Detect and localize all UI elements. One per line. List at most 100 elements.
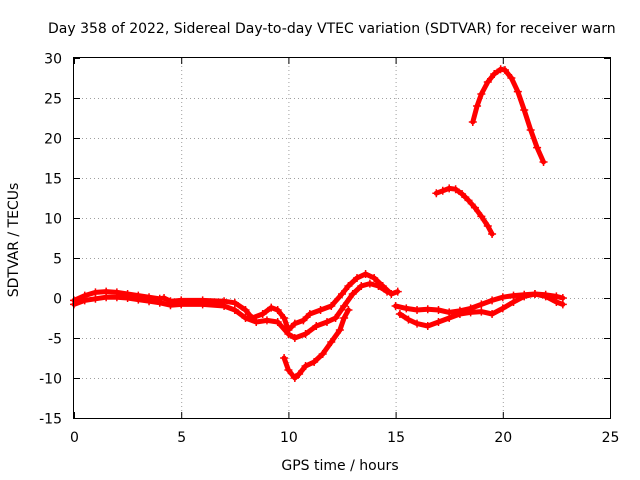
data-point [464,196,473,205]
x-tick-label: 5 [177,430,186,446]
data-point [155,298,164,307]
y-axis-title: SDTVAR / TECUs [6,183,22,298]
data-point [470,203,479,212]
data-point [322,318,331,326]
data-point [445,314,454,322]
data-point [455,310,464,318]
data-point [220,302,229,310]
y-tick-label: 30 [44,52,62,68]
data-point [145,297,154,306]
data-point [262,316,271,325]
data-point [353,274,362,282]
data-point [273,306,282,314]
series-upper-arc [470,66,546,165]
data-point [488,296,497,305]
data-point [500,66,509,74]
data-point [477,300,486,309]
y-tick-label: 15 [44,172,62,188]
data-point [496,65,505,74]
data-point [483,222,492,230]
data-point [230,306,239,314]
data-point [241,314,250,322]
data-point [520,106,529,114]
data-point [166,301,175,310]
y-tick-label: -10 [39,372,62,388]
data-point [490,70,499,78]
data-point [507,74,516,82]
data-point [80,296,89,305]
data-point [252,318,261,326]
data-point [357,282,366,290]
data-point [477,307,486,316]
x-tick-label: 15 [387,430,405,446]
data-point [123,294,132,302]
data-point [305,310,314,318]
data-point [438,186,447,195]
y-tick-label: 10 [44,212,62,228]
data-point [290,319,299,328]
data-point [316,306,325,314]
data-point [327,302,336,310]
series-mid-arc [433,185,495,237]
data-point [230,298,239,307]
data-point [241,306,250,314]
series-dip-track [281,307,351,381]
data-point [526,126,535,134]
data-point [483,78,492,86]
x-tick-label: 10 [280,430,298,446]
data-point [267,303,276,312]
data-point [273,318,282,326]
data-point [402,304,411,313]
data-point [91,294,100,303]
data-point [365,279,374,288]
data-point [458,190,467,198]
data-point [477,212,486,221]
data-point [395,310,404,318]
y-tick-label: -15 [39,412,62,428]
plot-frame [73,57,611,419]
data-point [295,370,304,378]
y-tick-label: 25 [44,92,62,108]
x-tick-label: 20 [494,430,512,446]
data-point [445,184,454,193]
data-point [335,326,344,334]
data-point [331,314,340,322]
data-point [198,300,207,309]
y-tick-label: -5 [48,332,62,348]
data-point [468,118,477,126]
x-tick-labels: 0 5 10 15 20 25 [70,430,619,446]
data-point [558,300,567,309]
data-point [290,334,299,342]
data-point [498,293,507,302]
y-tick-labels: -15 -10 -5 0 5 10 15 20 25 30 [39,52,62,428]
data-point [280,314,289,322]
data-point [466,308,475,317]
data-point [539,158,548,166]
data-point [338,290,346,298]
data-point [280,354,289,362]
data-point [391,302,400,310]
data-point [404,315,413,324]
data-point [284,366,293,374]
data-point [258,310,267,318]
grid [74,58,610,418]
data-point [423,305,432,314]
y-tick-label: 20 [44,132,62,148]
data-point [318,350,327,358]
axis-ticks [74,58,611,419]
data-point [383,287,392,296]
data-point [160,294,169,302]
data-point [290,374,299,382]
data-point [370,274,379,282]
data-point [488,230,497,238]
data-point [413,319,422,328]
data-point [451,185,460,194]
data-point [477,90,486,98]
data-point [513,87,522,96]
data-point [312,322,321,330]
data-point [488,310,497,318]
data-point [520,292,529,301]
data-point [509,298,518,306]
x-tick-label: 0 [70,430,79,446]
